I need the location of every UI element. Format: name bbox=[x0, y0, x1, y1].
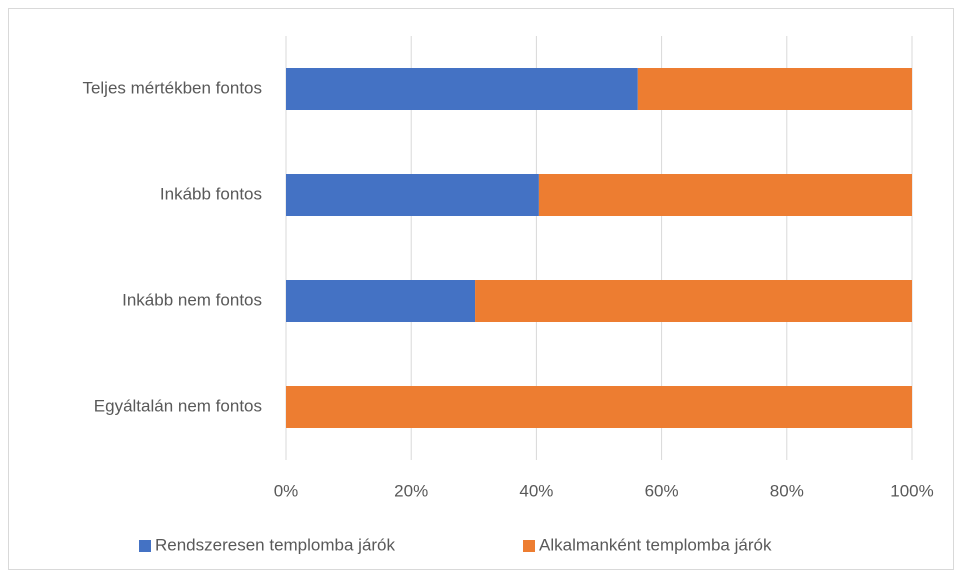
legend-label: Alkalmanként templomba járók bbox=[539, 535, 772, 554]
y-tick-label: Inkább fontos bbox=[160, 184, 262, 203]
bar-segment bbox=[538, 174, 912, 216]
bar-segment bbox=[286, 174, 539, 216]
legend-swatch bbox=[523, 540, 535, 552]
legend-label: Rendszeresen templomba járók bbox=[155, 535, 396, 554]
y-tick-label: Inkább nem fontos bbox=[122, 290, 262, 309]
legend-swatch bbox=[139, 540, 151, 552]
x-tick-label: 40% bbox=[519, 481, 553, 500]
y-tick-label: Egyáltalán nem fontos bbox=[94, 396, 262, 415]
x-tick-label: 20% bbox=[394, 481, 428, 500]
bar-segment bbox=[286, 68, 638, 110]
bar-segment bbox=[475, 280, 912, 322]
bar-segment bbox=[286, 386, 912, 428]
x-tick-label: 80% bbox=[770, 481, 804, 500]
bar-segment bbox=[286, 280, 476, 322]
x-tick-label: 0% bbox=[274, 481, 299, 500]
x-tick-label: 60% bbox=[645, 481, 679, 500]
y-tick-label: Teljes mértékben fontos bbox=[82, 78, 262, 97]
bar-segment bbox=[637, 68, 912, 110]
x-tick-label: 100% bbox=[890, 481, 933, 500]
